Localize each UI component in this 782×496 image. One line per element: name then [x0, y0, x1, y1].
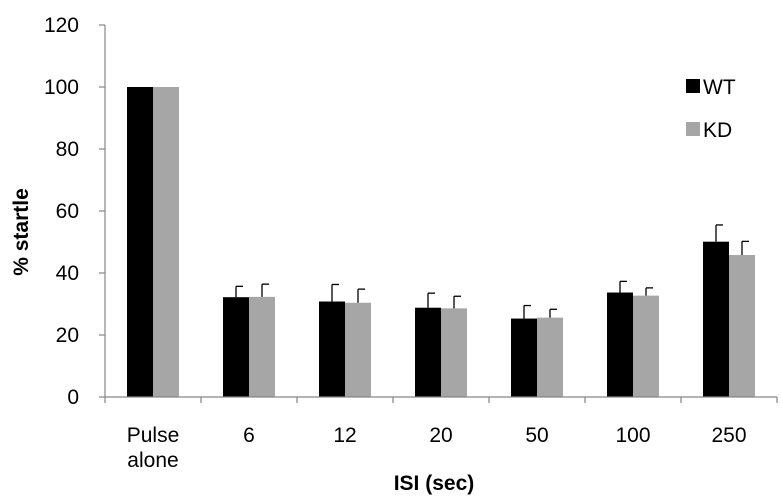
x-tick-label-5: 100 — [615, 424, 650, 447]
y-tick-label-80: 80 — [56, 138, 79, 161]
bar-wt-6 — [703, 241, 729, 397]
x-axis-title: ISI (sec) — [394, 472, 475, 495]
bar-kd-3 — [441, 308, 467, 397]
bar-kd-6 — [729, 255, 755, 397]
y-tick-label-0: 0 — [67, 386, 79, 409]
bars-layer — [127, 87, 755, 397]
x-tick-label-2: 12 — [333, 424, 356, 447]
x-tick-label-6: 250 — [711, 424, 746, 447]
y-tick-label-60: 60 — [56, 200, 79, 223]
bar-kd-0 — [153, 87, 179, 397]
y-tick-label-40: 40 — [56, 262, 79, 285]
axes-layer: 0 20 40 60 80 100 120 Pulse alone 6 12 20 50 100 250 — [44, 14, 778, 472]
x-tick-label-0: Pulse alone — [127, 424, 180, 472]
x-tick-label-1: 6 — [243, 424, 255, 447]
y-axis-title: % startle — [10, 188, 33, 276]
bar-kd-1 — [249, 296, 275, 397]
legend: WT KD — [686, 76, 736, 142]
bar-wt-1 — [223, 297, 249, 397]
legend-label-wt: WT — [703, 76, 736, 99]
bar-wt-0 — [127, 87, 153, 397]
bar-wt-5 — [607, 292, 633, 397]
bar-kd-4 — [537, 317, 563, 397]
bar-wt-4 — [511, 318, 537, 397]
bar-wt-3 — [415, 307, 441, 397]
error-bars-layer — [235, 224, 749, 319]
legend-swatch-kd — [686, 122, 700, 136]
x-tick-label-4: 50 — [525, 424, 548, 447]
x-tick-label-3: 20 — [429, 424, 452, 447]
legend-swatch-wt — [686, 79, 700, 93]
y-tick-label-20: 20 — [56, 324, 79, 347]
bar-kd-5 — [633, 295, 659, 397]
y-tick-label-120: 120 — [44, 14, 79, 37]
bar-wt-2 — [319, 301, 345, 397]
bar-kd-2 — [345, 302, 371, 397]
y-tick-label-100: 100 — [44, 76, 79, 99]
legend-label-kd: KD — [703, 119, 732, 142]
